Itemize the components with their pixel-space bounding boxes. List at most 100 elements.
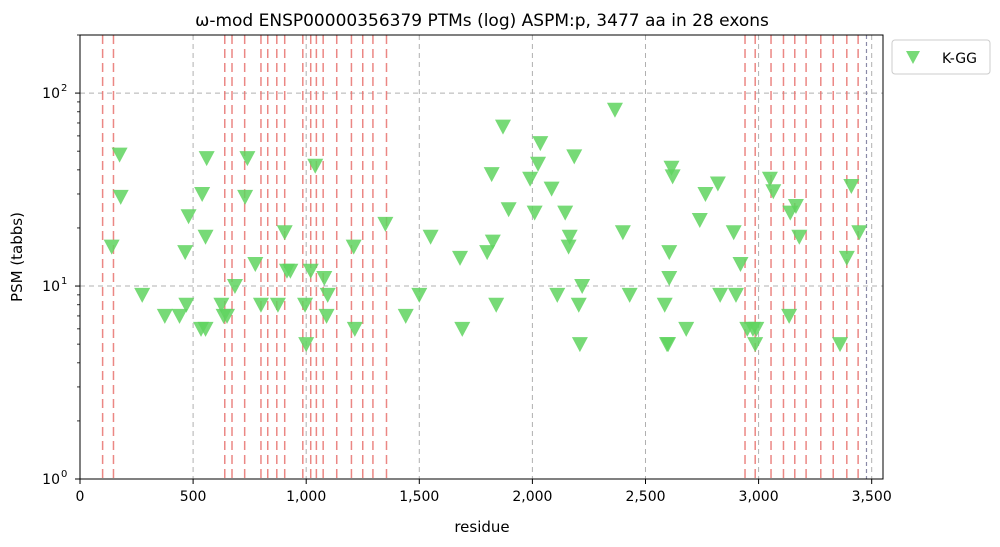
- data-point: [452, 250, 469, 266]
- data-point: [566, 149, 583, 165]
- data-point: [276, 225, 293, 241]
- data-point: [574, 279, 591, 295]
- data-point: [664, 169, 681, 185]
- y-tick-label: 10: [42, 279, 60, 295]
- data-point: [397, 308, 414, 324]
- data-point: [712, 287, 729, 303]
- data-point: [725, 225, 742, 241]
- data-point: [747, 337, 764, 353]
- data-point: [570, 297, 587, 313]
- data-point: [761, 171, 778, 187]
- data-point: [697, 186, 714, 202]
- data-point: [656, 297, 673, 313]
- data-point: [171, 308, 188, 324]
- data-point: [614, 225, 631, 241]
- x-tick-label: 0: [76, 489, 85, 505]
- data-point: [346, 321, 363, 337]
- legend: K-GG: [891, 39, 991, 75]
- data-point: [832, 337, 849, 353]
- data-point: [530, 156, 547, 172]
- data-point: [621, 287, 638, 303]
- y-tick-label: 10: [42, 472, 60, 488]
- data-point: [838, 250, 855, 266]
- legend-label-kgg: K-GG: [942, 51, 977, 67]
- data-point: [297, 297, 314, 313]
- data-point: [213, 297, 230, 313]
- x-tick-label: 2,500: [625, 489, 665, 505]
- data-point: [226, 279, 243, 295]
- data-point: [198, 151, 215, 167]
- y-tick-exponent: 0: [61, 469, 67, 480]
- grid-layer: [80, 35, 883, 479]
- data-point: [252, 297, 269, 313]
- y-axis-label: PSM (tabbs): [8, 212, 26, 302]
- data-point: [526, 205, 543, 221]
- data-point: [727, 287, 744, 303]
- data-point: [560, 239, 577, 255]
- data-point: [422, 229, 439, 245]
- y-tick-exponent: 1: [61, 276, 67, 287]
- data-point: [316, 271, 333, 287]
- data-point: [377, 216, 394, 232]
- x-axis: 0 500 1,000 1,500 2,000 2,500 3,000 3,500: [76, 479, 892, 505]
- data-point: [843, 178, 860, 194]
- x-tick-label: 2,000: [512, 489, 552, 505]
- data-point: [606, 102, 623, 118]
- data-point: [532, 136, 549, 152]
- data-point: [660, 337, 677, 353]
- data-point: [302, 263, 319, 279]
- y-tick-label: 10: [42, 86, 60, 102]
- data-point: [781, 308, 798, 324]
- data-point: [522, 171, 539, 187]
- data-point: [709, 176, 726, 192]
- data-point: [561, 229, 578, 245]
- data-point: [661, 245, 678, 261]
- data-point: [549, 287, 566, 303]
- data-point: [479, 245, 496, 261]
- data-point: [269, 297, 286, 313]
- data-point: [111, 147, 128, 163]
- data-point: [219, 308, 236, 324]
- data-point: [239, 151, 256, 167]
- data-point: [178, 297, 195, 313]
- data-point: [247, 257, 264, 273]
- data-point: [454, 321, 471, 337]
- legend-marker-kgg: [906, 51, 920, 64]
- data-point: [484, 234, 501, 250]
- x-tick-label: 500: [180, 489, 207, 505]
- data-point: [156, 308, 173, 324]
- data-point: [500, 202, 517, 218]
- x-tick-label: 1,000: [286, 489, 326, 505]
- data-point: [678, 321, 695, 337]
- data-point: [787, 198, 804, 214]
- data-point: [571, 337, 588, 353]
- x-tick-label: 3,500: [852, 489, 892, 505]
- data-point: [103, 239, 120, 255]
- y-tick-exponent: 2: [61, 83, 67, 94]
- data-point: [194, 186, 211, 202]
- data-point: [307, 158, 324, 174]
- data-point: [112, 189, 129, 205]
- data-point: [661, 271, 678, 287]
- data-point: [791, 229, 808, 245]
- data-point: [488, 297, 505, 313]
- data-point: [732, 257, 749, 273]
- data-point: [765, 184, 782, 200]
- data-point: [319, 287, 336, 303]
- exon-boundaries: [101, 35, 868, 479]
- data-point: [237, 189, 254, 205]
- x-tick-label: 3,000: [739, 489, 779, 505]
- legend-box: [891, 39, 991, 75]
- plot-frame: [79, 34, 884, 480]
- data-point: [851, 225, 868, 241]
- chart-title: ω-mod ENSP00000356379 PTMs (log) ASPM:p,…: [195, 11, 769, 31]
- data-point: [197, 229, 214, 245]
- data-point: [282, 263, 299, 279]
- data-point: [748, 321, 765, 337]
- data-point: [298, 337, 315, 353]
- data-point: [494, 119, 511, 135]
- data-point: [557, 205, 574, 221]
